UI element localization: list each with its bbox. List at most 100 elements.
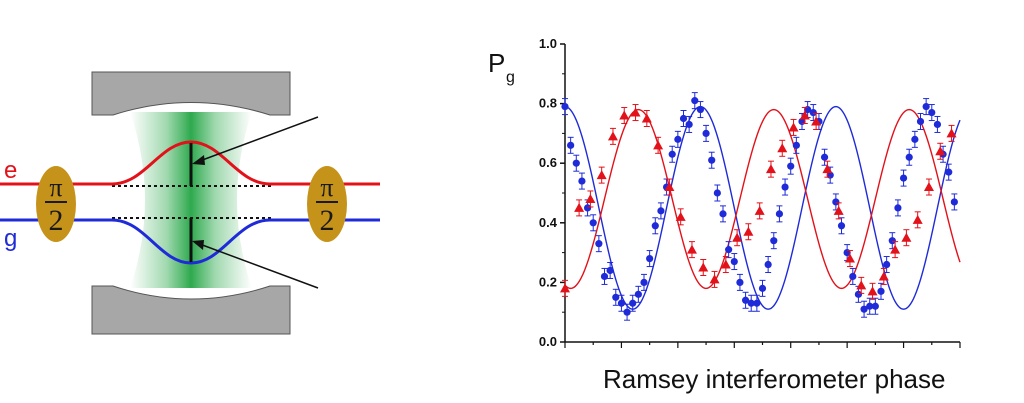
data-point-blue <box>646 254 654 263</box>
data-point-blue <box>730 257 738 266</box>
y-axis-title-subscript: g <box>506 69 515 86</box>
data-point-blue <box>832 198 840 206</box>
y-tick-label: 0.0 <box>539 334 557 349</box>
data-point-blue <box>589 219 597 227</box>
data-point-blue <box>583 204 592 212</box>
data-point-red <box>720 259 731 269</box>
data-point-blue <box>747 299 755 307</box>
data-point-blue <box>713 189 721 197</box>
top-mirror <box>91 71 291 116</box>
right-pi-half-pulse <box>307 166 347 242</box>
data-point-red <box>856 280 867 290</box>
data-point-red <box>743 226 754 236</box>
data-point-blue <box>894 204 902 212</box>
y-tick-label: 0.2 <box>539 274 557 289</box>
data-point-red <box>754 205 765 215</box>
data-point-blue <box>657 207 665 215</box>
x-axis-title: Ramsey interferometer phase <box>603 364 945 394</box>
bottom-mirror <box>91 285 291 335</box>
data-point-red <box>946 128 957 138</box>
data-point-blue <box>617 299 626 307</box>
data-point-blue <box>916 117 925 126</box>
y-tick-label: 1.0 <box>539 36 557 51</box>
chart-axes: 0.0 0.2 0.4 0.6 0.8 1.0 <box>539 36 961 349</box>
data-point-blue <box>668 150 676 158</box>
data-point-blue <box>905 153 913 161</box>
data-point-red <box>935 146 946 156</box>
cavity-qed-diagram: π 2 π 2 e g <box>0 71 380 335</box>
data-point-red <box>698 262 709 272</box>
y-tick-label: 0.6 <box>539 155 557 170</box>
data-point-red <box>765 164 776 174</box>
data-point-blue <box>691 97 699 105</box>
data-point-red <box>901 232 912 242</box>
data-point-red <box>664 182 675 192</box>
data-point-blue <box>561 102 569 111</box>
data-point-red <box>878 271 889 281</box>
data-point-blue <box>612 293 620 301</box>
upper-arrow-head <box>192 155 205 165</box>
data-point-blue <box>764 260 772 269</box>
data-point-red <box>732 232 743 242</box>
data-point-red <box>923 182 934 192</box>
data-point-blue <box>775 210 784 218</box>
data-point-blue <box>623 308 631 316</box>
data-point-red <box>709 274 720 284</box>
data-point-blue <box>674 135 682 143</box>
data-point-blue <box>696 105 705 114</box>
data-point-blue <box>933 120 942 129</box>
data-point-blue <box>708 156 716 164</box>
data-point-red <box>844 253 855 263</box>
y-tick-label: 0.4 <box>539 215 558 230</box>
data-point-red <box>596 170 607 180</box>
data-point-blue <box>736 278 744 286</box>
ramsey-fringe-chart: 0.0 0.2 0.4 0.6 0.8 1.0 P g Ramsey interferom… <box>488 36 961 394</box>
y-tick-label: 0.8 <box>539 96 557 111</box>
data-point-blue <box>928 108 936 117</box>
data-point-blue <box>753 299 761 307</box>
data-point-red <box>822 164 833 174</box>
data-point-blue <box>911 135 919 143</box>
data-point-red <box>630 107 641 117</box>
upper-pointer-line <box>196 116 319 163</box>
data-point-red <box>675 211 686 221</box>
data-point-blue <box>640 278 648 286</box>
data-point-blue <box>883 260 891 269</box>
data-point-blue <box>950 198 958 206</box>
data-point-blue <box>758 284 767 292</box>
data-point-red <box>585 193 596 203</box>
data-point-blue <box>849 272 857 281</box>
data-point-blue <box>606 266 614 275</box>
data-point-blue <box>809 108 817 117</box>
right-pulse-number: 2 <box>320 204 335 237</box>
right-pulse-symbol: π <box>320 173 333 202</box>
data-point-blue <box>770 237 778 245</box>
data-point-blue <box>922 102 930 111</box>
data-point-blue <box>629 299 637 307</box>
chart-fit-curves <box>564 105 961 310</box>
data-point-blue <box>871 302 879 310</box>
data-point-red <box>574 202 585 212</box>
ground-level-label: g <box>4 225 17 252</box>
data-point-red <box>890 244 901 254</box>
data-point-blue <box>719 210 727 218</box>
data-point-blue <box>600 272 609 281</box>
data-point-blue <box>888 237 896 245</box>
data-point-red <box>619 110 630 120</box>
data-point-red <box>811 116 822 126</box>
fit-curve-2 <box>564 108 961 290</box>
data-point-red <box>686 244 697 254</box>
data-point-red <box>653 140 664 150</box>
data-point-blue <box>820 153 829 161</box>
data-point-blue <box>837 222 846 230</box>
left-pulse-symbol: π <box>49 173 62 202</box>
ground-level-line <box>0 218 380 265</box>
data-point-red <box>641 113 652 123</box>
data-point-blue <box>945 168 953 176</box>
data-point-blue <box>854 290 863 298</box>
data-point-red <box>788 122 799 132</box>
data-point-blue <box>634 290 642 298</box>
data-point-blue <box>741 296 750 304</box>
data-point-blue <box>899 174 908 182</box>
data-point-blue <box>572 159 580 167</box>
